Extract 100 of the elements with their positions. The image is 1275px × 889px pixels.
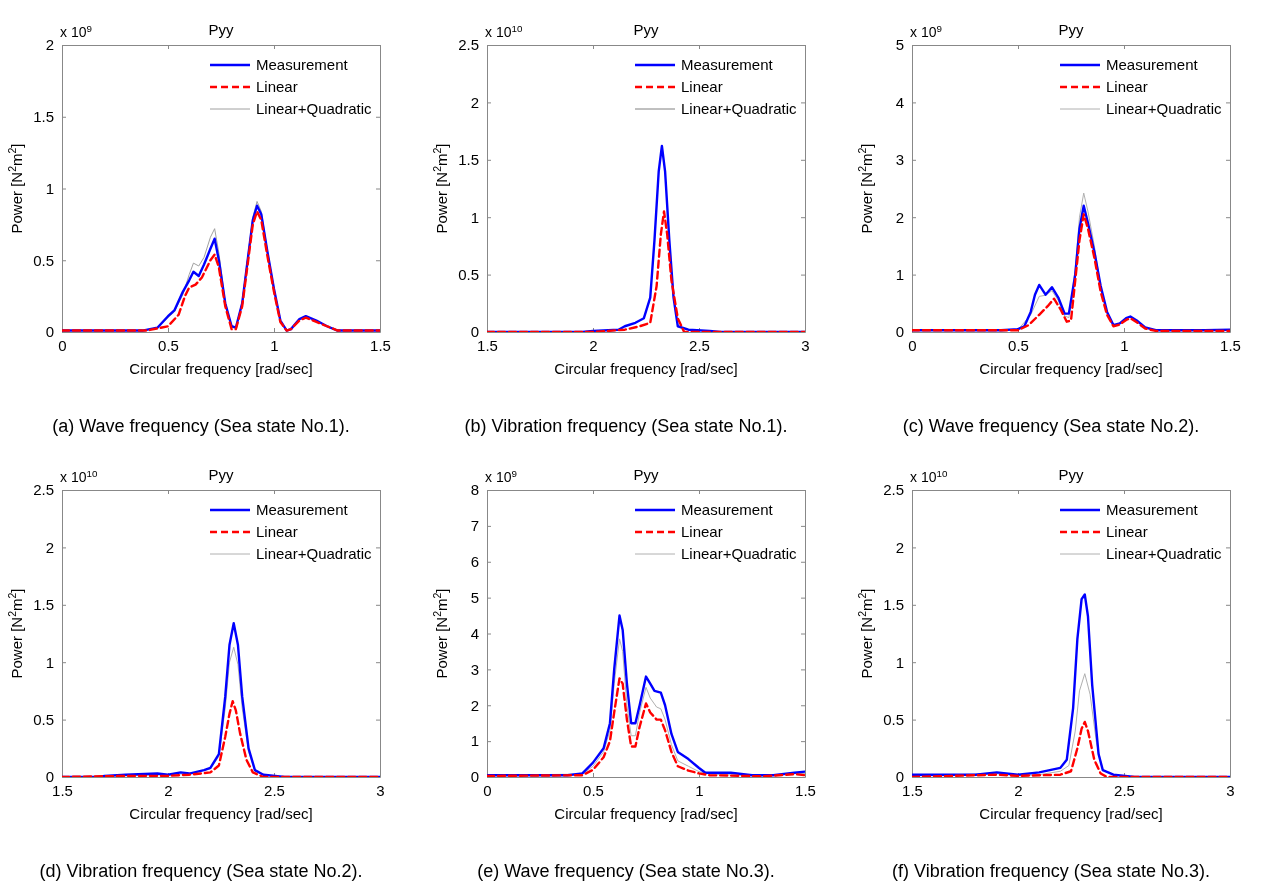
x-tick-label: 3 xyxy=(376,781,385,799)
text: x 10$^{9}$ xyxy=(485,467,517,485)
legend-label: Measurement xyxy=(1106,501,1199,518)
text: x 10$^{9}$ xyxy=(910,22,942,40)
x-axis-title: Circular frequency [rad/sec] xyxy=(554,805,738,822)
y-tick-label: 1 xyxy=(895,265,904,283)
y-tick-label: 0 xyxy=(470,323,479,341)
y-tick-label: 0.5 xyxy=(883,710,904,728)
y-tick-label: 1.5 xyxy=(33,596,54,614)
y-tick-label: 6 xyxy=(470,553,479,571)
y-tick-label: 2.5 xyxy=(33,481,54,499)
text: (a) Wave frequency (Sea state No.1). xyxy=(52,416,350,436)
text: (f) Vibration frequency (Sea state No.3). xyxy=(892,861,1210,881)
x-tick-label: 2 xyxy=(164,781,173,799)
y-tick-label: 2 xyxy=(895,538,904,556)
y-tick-label: 0 xyxy=(470,768,479,786)
y-tick-label: 1 xyxy=(45,179,54,197)
y-tick-label: 1 xyxy=(895,653,904,671)
x-tick-label: 3 xyxy=(1226,781,1235,799)
x-tick-label: 1 xyxy=(270,336,279,354)
y-tick-label: 2.5 xyxy=(883,481,904,499)
y-tick-label: 2 xyxy=(470,93,479,111)
legend-label: Linear+Quadratic xyxy=(681,100,797,117)
x-axis-title: Circular frequency [rad/sec] xyxy=(554,360,738,377)
y-tick-label: 5 xyxy=(895,36,904,54)
x-tick-label: 2 xyxy=(1014,781,1023,799)
legend-label: Linear xyxy=(256,523,298,540)
legend-label: Linear xyxy=(1106,523,1148,540)
x-tick-label: 0.5 xyxy=(583,781,604,799)
chart-title: Pyy xyxy=(208,21,234,38)
text: (c) Wave frequency (Sea state No.2). xyxy=(902,416,1200,436)
legend-label: Linear+Quadratic xyxy=(1106,545,1222,562)
legend-label: Linear+Quadratic xyxy=(681,545,797,562)
y-tick-label: 4 xyxy=(470,624,479,642)
x-tick-label: 0 xyxy=(483,781,492,799)
y-tick-label: 2 xyxy=(470,696,479,714)
y-tick-label: 3 xyxy=(470,660,479,678)
y-tick-label: 2 xyxy=(895,208,904,226)
x-tick-label: 1 xyxy=(695,781,704,799)
y-tick-label: 0.5 xyxy=(33,710,54,728)
y-tick-label: 8 xyxy=(470,481,479,499)
y-tick-label: 7 xyxy=(470,517,479,535)
y-tick-label: 2.5 xyxy=(458,36,479,54)
y-tick-label: 4 xyxy=(895,93,904,111)
x-tick-label: 1.5 xyxy=(1220,336,1241,354)
text: (e) Wave frequency (Sea state No.3). xyxy=(477,861,775,881)
x-axis-title: Circular frequency [rad/sec] xyxy=(129,360,313,377)
y-tick-label: 1.5 xyxy=(458,151,479,169)
y-tick-label: 0 xyxy=(45,768,54,786)
chart-title: Pyy xyxy=(1058,466,1084,483)
chart-title: Pyy xyxy=(633,21,659,38)
x-tick-label: 2.5 xyxy=(264,781,285,799)
text: (d) Vibration frequency (Sea state No.2). xyxy=(39,861,363,881)
text: x 10$^{10}$ xyxy=(910,467,948,485)
legend-label: Measurement xyxy=(681,501,774,518)
legend-label: Measurement xyxy=(1106,56,1199,73)
x-tick-label: 2 xyxy=(589,336,598,354)
chart-title: Pyy xyxy=(1058,21,1084,38)
legend-label: Measurement xyxy=(256,56,349,73)
legend-label: Measurement xyxy=(256,501,349,518)
y-tick-label: 5 xyxy=(470,588,479,606)
y-tick-label: 2 xyxy=(45,36,54,54)
y-tick-label: 3 xyxy=(895,151,904,169)
text: x 10$^{10}$ xyxy=(60,467,98,485)
x-axis-title: Circular frequency [rad/sec] xyxy=(979,805,1163,822)
y-tick-label: 0.5 xyxy=(33,251,54,269)
x-axis-title: Circular frequency [rad/sec] xyxy=(129,805,313,822)
y-tick-label: 0 xyxy=(45,323,54,341)
legend-label: Linear xyxy=(1106,78,1148,95)
x-tick-label: 2.5 xyxy=(689,336,710,354)
legend-label: Linear xyxy=(681,523,723,540)
legend-label: Measurement xyxy=(681,56,774,73)
y-tick-label: 1 xyxy=(470,208,479,226)
y-tick-label: 1 xyxy=(45,653,54,671)
text: x 10$^{10}$ xyxy=(485,22,523,40)
y-tick-label: 1.5 xyxy=(33,108,54,126)
chart-title: Pyy xyxy=(208,466,234,483)
x-tick-label: 0 xyxy=(908,336,917,354)
legend-label: Linear xyxy=(681,78,723,95)
x-tick-label: 0 xyxy=(58,336,67,354)
legend-label: Linear+Quadratic xyxy=(1106,100,1222,117)
x-tick-label: 1.5 xyxy=(370,336,391,354)
y-tick-label: 1 xyxy=(470,732,479,750)
y-tick-label: 1.5 xyxy=(883,596,904,614)
x-tick-label: 0.5 xyxy=(1008,336,1029,354)
legend-label: Linear xyxy=(256,78,298,95)
legend-label: Linear+Quadratic xyxy=(256,545,372,562)
y-tick-label: 2 xyxy=(45,538,54,556)
y-tick-label: 0 xyxy=(895,768,904,786)
chart-title: Pyy xyxy=(633,466,659,483)
y-tick-label: 0 xyxy=(895,323,904,341)
x-tick-label: 2.5 xyxy=(1114,781,1135,799)
legend-label: Linear+Quadratic xyxy=(256,100,372,117)
text: (b) Vibration frequency (Sea state No.1). xyxy=(464,416,788,436)
text: x 10$^{9}$ xyxy=(60,22,92,40)
x-tick-label: 1 xyxy=(1120,336,1129,354)
y-tick-label: 0.5 xyxy=(458,265,479,283)
x-tick-label: 1.5 xyxy=(795,781,816,799)
x-tick-label: 0.5 xyxy=(158,336,179,354)
x-tick-label: 3 xyxy=(801,336,810,354)
